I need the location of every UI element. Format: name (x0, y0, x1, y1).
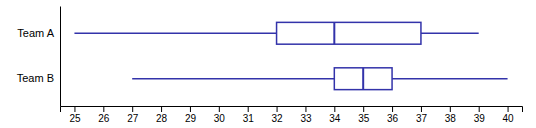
tick-mark (219, 106, 220, 112)
tick-label: 32 (272, 113, 284, 124)
tick: 26 (98, 106, 110, 124)
tick: 37 (416, 106, 428, 124)
tick-label: 40 (503, 113, 515, 124)
tick-mark (479, 106, 480, 112)
tick: 31 (243, 106, 255, 124)
tick-label: 25 (69, 113, 81, 124)
tick-label: 39 (474, 113, 486, 124)
tick: 34 (329, 106, 341, 124)
whisker (392, 78, 508, 80)
x-axis: 25 26 27 28 29 30 31 32 33 34 35 36 37 38 39 40 (61, 106, 523, 124)
tick: 33 (300, 106, 312, 124)
tick: 40 (503, 106, 515, 124)
tick: Team B (17, 72, 60, 84)
tick-label: 33 (300, 113, 312, 124)
tick: 36 (387, 106, 399, 124)
tick-mark (508, 106, 509, 112)
tick-mark (450, 106, 451, 112)
tick: 28 (156, 106, 168, 124)
tick: 35 (358, 106, 370, 124)
tick-label: 31 (243, 113, 255, 124)
tick-label: 37 (416, 113, 428, 124)
tick-label: 29 (185, 113, 197, 124)
tick: 27 (127, 106, 139, 124)
tick-mark (334, 106, 335, 112)
tick-label: 26 (98, 113, 110, 124)
axis-line (60, 7, 61, 107)
axis-line (61, 107, 523, 113)
tick: 30 (214, 106, 226, 124)
tick-label: 38 (445, 113, 457, 124)
tick-mark (421, 106, 422, 112)
tick-mark (305, 106, 306, 112)
box-plot (132, 68, 507, 90)
whisker (74, 33, 276, 35)
tick-mark (132, 106, 133, 112)
tick-mark (392, 106, 393, 112)
tick-mark (190, 106, 191, 112)
tick-label: 36 (387, 113, 399, 124)
box (277, 22, 421, 44)
tick: 25 (69, 106, 81, 124)
tick-label: 28 (156, 113, 168, 124)
tick-label: 30 (214, 113, 226, 124)
y-axis: Team A Team B (17, 7, 61, 107)
box (334, 68, 392, 90)
tick: 39 (474, 106, 486, 124)
box-plot (74, 22, 478, 44)
tick-mark (363, 106, 364, 112)
tick-label: 35 (358, 113, 370, 124)
whisker (132, 78, 334, 80)
tick: 38 (445, 106, 457, 124)
tick-mark (103, 106, 104, 112)
chart: 25262728293031323334353637383940Team ATe… (0, 0, 536, 128)
median (362, 68, 364, 90)
tick-label: 34 (329, 113, 341, 124)
tick-mark (74, 106, 75, 112)
tick: Team A (17, 27, 60, 39)
tick: 32 (272, 106, 284, 124)
category-label: Team B (17, 72, 54, 84)
category-label: Team A (17, 27, 54, 39)
tick-mark (161, 106, 162, 112)
tick-label: 27 (127, 113, 139, 124)
tick-mark (248, 106, 249, 112)
plot-area (74, 22, 507, 89)
tick-mark (277, 106, 278, 112)
whisker (421, 33, 479, 35)
tick: 29 (185, 106, 197, 124)
median (333, 22, 335, 44)
